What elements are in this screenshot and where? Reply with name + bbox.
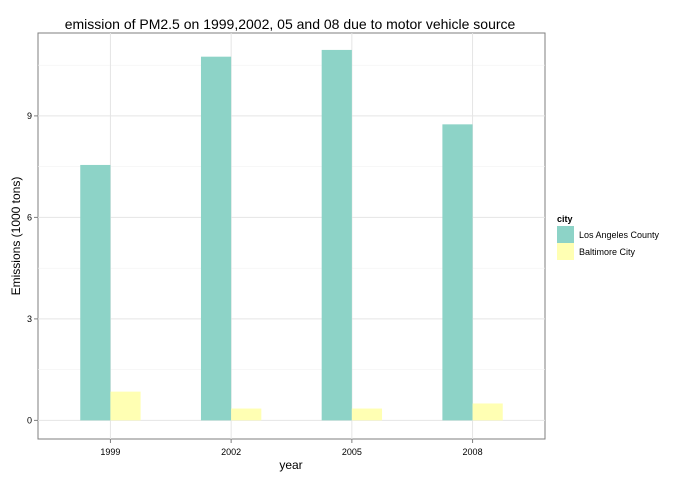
x-tick-label: 2005 [342, 447, 362, 457]
legend-label: Los Angeles County [579, 230, 660, 240]
bar [351, 408, 383, 421]
bar [472, 403, 503, 421]
bar [200, 56, 232, 421]
x-axis-title: year [279, 458, 302, 472]
y-axis-ticks: 0 3 6 9 [27, 111, 38, 425]
bars [80, 49, 503, 421]
bar [80, 164, 111, 421]
legend: city Los Angeles County Baltimore City [557, 214, 660, 260]
bar [442, 124, 473, 421]
y-tick-label: 9 [27, 111, 32, 121]
x-axis-ticks: 1999 2002 2005 2008 [100, 439, 483, 457]
legend-items: Los Angeles County Baltimore City [557, 226, 660, 260]
y-axis-title: Emissions (1000 tons) [9, 177, 23, 296]
y-tick-label: 6 [27, 212, 32, 222]
legend-label: Baltimore City [579, 247, 636, 257]
bar [321, 49, 352, 421]
legend-swatch [557, 243, 574, 260]
x-tick-label: 2002 [221, 447, 241, 457]
y-tick-label: 3 [27, 314, 32, 324]
x-tick-label: 1999 [100, 447, 120, 457]
legend-swatch [557, 226, 574, 243]
chart-title: emission of PM2.5 on 1999,2002, 05 and 0… [65, 16, 516, 32]
x-tick-label: 2008 [463, 447, 483, 457]
bar [110, 391, 141, 421]
bar [231, 408, 262, 421]
legend-title: city [557, 214, 573, 224]
y-tick-label: 0 [27, 415, 32, 425]
